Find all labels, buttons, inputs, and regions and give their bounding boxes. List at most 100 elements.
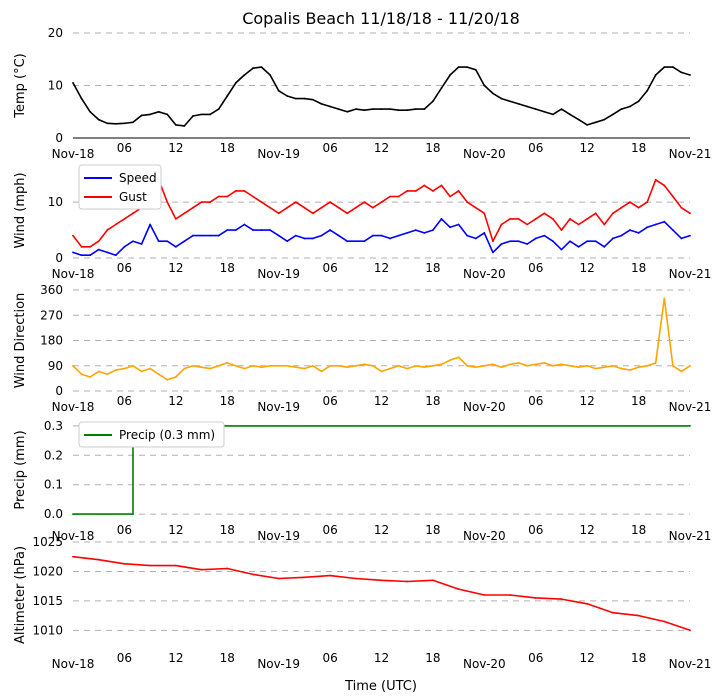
data-point bbox=[269, 206, 271, 209]
data-point bbox=[680, 206, 683, 209]
data-point bbox=[671, 229, 674, 231]
data-point bbox=[320, 206, 323, 209]
data-point bbox=[140, 114, 143, 117]
data-point bbox=[389, 237, 391, 240]
series-line-0 bbox=[72, 66, 691, 127]
data-point bbox=[183, 367, 186, 370]
data-point bbox=[106, 122, 109, 125]
x-tick-label: Nov-18 bbox=[52, 147, 95, 161]
data-point bbox=[569, 217, 571, 220]
data-point bbox=[637, 366, 640, 369]
data-point bbox=[380, 108, 383, 111]
x-tick-label: 18 bbox=[220, 523, 235, 537]
data-point bbox=[243, 74, 246, 76]
data-point bbox=[466, 364, 469, 367]
x-tick-label: 18 bbox=[425, 394, 440, 408]
data-point bbox=[346, 240, 349, 243]
data-point bbox=[106, 229, 109, 231]
data-point bbox=[483, 364, 486, 367]
data-point bbox=[551, 364, 554, 367]
series-line-precip-0-3-mm- bbox=[73, 425, 690, 515]
legend-label: Speed bbox=[119, 171, 157, 185]
data-point bbox=[269, 229, 271, 231]
data-point bbox=[654, 362, 657, 364]
data-point bbox=[440, 363, 443, 366]
data-point bbox=[354, 577, 357, 580]
data-point bbox=[252, 67, 254, 70]
data-point bbox=[586, 602, 589, 605]
data-point bbox=[637, 614, 640, 617]
data-point bbox=[586, 364, 589, 367]
x-tick-label: 18 bbox=[631, 394, 646, 408]
y-tick-label: 0 bbox=[55, 131, 63, 145]
x-tick-label: Nov-18 bbox=[52, 267, 95, 281]
data-point bbox=[577, 223, 580, 226]
data-point bbox=[389, 367, 391, 370]
data-point bbox=[200, 201, 203, 204]
data-point bbox=[97, 558, 100, 561]
data-point bbox=[277, 577, 280, 580]
panel-2: 0 90 180 270 360 Nov-18 06 12 18 Nov-19 06 12 18 Nov-… bbox=[13, 283, 711, 414]
data-point bbox=[329, 105, 331, 108]
data-point bbox=[414, 364, 417, 367]
x-tick-label: 12 bbox=[374, 523, 389, 537]
x-tick-label: Nov-19 bbox=[257, 529, 300, 543]
x-tick-label: Nov-21 bbox=[669, 147, 712, 161]
data-point bbox=[157, 110, 160, 113]
legend-label: Precip (0.3 mm) bbox=[119, 428, 215, 442]
data-point bbox=[492, 240, 494, 243]
data-point bbox=[132, 240, 134, 243]
data-point bbox=[577, 118, 580, 121]
x-tick-label: Nov-19 bbox=[257, 267, 300, 281]
data-point bbox=[423, 184, 426, 187]
data-point bbox=[440, 87, 443, 90]
x-tick-label: 06 bbox=[528, 394, 543, 408]
x-tick-label: 18 bbox=[425, 141, 440, 155]
data-point bbox=[646, 89, 649, 92]
data-point bbox=[226, 362, 229, 364]
data-point bbox=[312, 237, 314, 240]
panel-0: 0 10 20 Nov-18 06 12 18 Nov-19 06 12 18 Nov-20 06 12 1… bbox=[13, 26, 711, 161]
data-point bbox=[372, 234, 374, 237]
data-point bbox=[689, 234, 691, 237]
data-point bbox=[123, 122, 126, 125]
data-point bbox=[423, 231, 426, 234]
data-point bbox=[680, 71, 683, 74]
data-point bbox=[449, 226, 451, 229]
data-point bbox=[646, 364, 649, 367]
data-point bbox=[637, 206, 640, 209]
data-point bbox=[166, 113, 169, 116]
data-point bbox=[329, 201, 331, 204]
data-point bbox=[286, 240, 289, 243]
data-point bbox=[397, 195, 400, 198]
y-tick-label: 10 bbox=[48, 79, 63, 93]
data-point bbox=[80, 245, 83, 248]
data-point bbox=[200, 113, 203, 116]
data-point bbox=[526, 364, 529, 367]
data-point bbox=[217, 108, 220, 111]
data-point bbox=[671, 195, 674, 198]
data-point bbox=[380, 201, 383, 204]
x-tick-label: Nov-19 bbox=[257, 147, 300, 161]
x-tick-label: 06 bbox=[117, 141, 132, 155]
data-point bbox=[423, 108, 426, 111]
data-point bbox=[89, 254, 92, 257]
data-point bbox=[106, 251, 109, 254]
data-point bbox=[457, 223, 460, 226]
x-tick-label: 06 bbox=[528, 651, 543, 665]
data-point bbox=[509, 217, 511, 220]
y-tick-label: 0.0 bbox=[44, 507, 63, 521]
data-point bbox=[243, 223, 246, 226]
data-point bbox=[603, 245, 606, 248]
data-point bbox=[234, 81, 237, 84]
x-tick-label: 12 bbox=[168, 261, 183, 275]
y-tick-label: 360 bbox=[40, 283, 63, 297]
data-point bbox=[397, 234, 400, 237]
y-tick-label: 0.1 bbox=[44, 478, 63, 492]
data-point bbox=[389, 195, 391, 198]
x-tick-label: Nov-21 bbox=[669, 267, 712, 281]
x-tick-label: 18 bbox=[425, 651, 440, 665]
data-point bbox=[680, 237, 683, 240]
data-point bbox=[492, 251, 494, 254]
